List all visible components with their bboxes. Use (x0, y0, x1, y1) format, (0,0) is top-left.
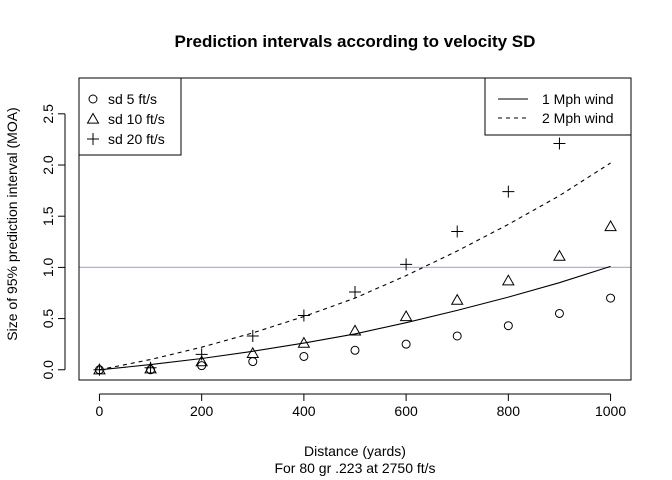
data-point-triangle (450, 293, 464, 305)
legend-lines: 1 Mph wind 2 Mph wind (484, 77, 632, 136)
data-point-plus (349, 285, 361, 298)
data-point-plus (502, 185, 515, 198)
series-line-1-mph-wind (99, 265, 611, 371)
x-tick-label: 400 (292, 403, 316, 419)
data-point-circle (248, 357, 258, 367)
y-tick-label: 0.5 (40, 309, 56, 329)
legend-box-left (78, 77, 182, 156)
data-point-plus (144, 361, 157, 374)
x-axis-sublabel: For 80 gr .223 at 2750 ft/s (274, 460, 435, 476)
data-point-triangle (399, 310, 413, 322)
x-tick-label: 0 (96, 403, 104, 419)
data-point-circle (401, 339, 411, 349)
data-point-triangle (501, 274, 515, 286)
x-tick-label: 1000 (595, 403, 626, 419)
data-point-plus (451, 225, 464, 238)
y-axis-label: Size of 95% prediction interval (MOA) (4, 107, 20, 340)
data-point-circle (554, 308, 564, 318)
data-point-triangle (348, 324, 362, 336)
x-tick-label: 200 (190, 403, 214, 419)
legend-marker-plus (87, 133, 99, 145)
data-point-circle (503, 321, 513, 331)
legend-label: sd 10 ft/s (108, 111, 165, 127)
legend-marker-circle (88, 94, 98, 104)
data-point-triangle (297, 336, 311, 348)
data-point-circle (350, 345, 360, 355)
chart-title: Prediction intervals according to veloci… (175, 32, 536, 51)
data-point-circle (452, 331, 462, 341)
plot-frame (78, 77, 632, 381)
x-tick-label: 800 (497, 403, 521, 419)
data-point-plus (297, 309, 310, 322)
data-point-plus (195, 348, 208, 361)
data-point-triangle (553, 249, 566, 261)
data-point-plus (93, 363, 106, 376)
y-tick-label: 2.5 (40, 104, 56, 124)
legend-label: 2 Mph wind (542, 110, 614, 126)
data-point-triangle (604, 219, 617, 232)
y-tick-label: 2.0 (40, 155, 56, 175)
x-tick-label: 600 (394, 403, 418, 419)
data-point-plus (553, 137, 566, 150)
data-point-circle (606, 293, 616, 303)
legend-markers: sd 5 ft/s sd 10 ft/s sd 20 ft/s (78, 77, 182, 156)
data-point-circle (299, 351, 309, 361)
data-point-plus (246, 329, 259, 342)
legend-label: sd 20 ft/s (108, 131, 165, 147)
legend-label: sd 5 ft/s (108, 91, 157, 107)
data-point-triangle (246, 346, 260, 359)
legend-label: 1 Mph wind (542, 91, 614, 107)
data-point-plus (400, 258, 413, 271)
y-tick-label: 1.0 (40, 257, 56, 277)
legend-box-right (484, 77, 632, 136)
data-point-triangle (195, 355, 209, 367)
x-axis-label: Distance (yards) (304, 443, 406, 459)
y-tick-label: 0.0 (40, 360, 56, 380)
legend-marker-triangle (86, 112, 100, 124)
y-tick-label: 1.5 (40, 206, 56, 226)
series-line-2-mph-wind (99, 162, 611, 371)
